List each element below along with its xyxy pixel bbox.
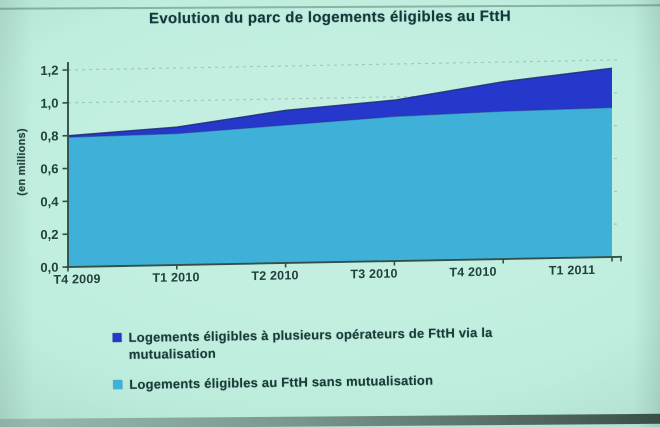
x-tick-label: T1 2011 xyxy=(549,263,596,278)
x-tick-label: T2 2010 xyxy=(251,268,298,283)
y-tick-label: 0,8 xyxy=(40,128,58,143)
legend-swatch-light-blue xyxy=(113,380,123,390)
y-tick-label: 0,2 xyxy=(40,227,58,242)
series-top-line xyxy=(67,67,613,137)
x-tick-label: T4 2009 xyxy=(53,272,100,287)
y-tick-label: 0,6 xyxy=(40,161,58,176)
x-tick-label: T3 2010 xyxy=(350,266,397,281)
gridline xyxy=(68,59,621,71)
y-tick-label: 0,0 xyxy=(40,260,58,275)
area-sans-mutualisation xyxy=(68,107,612,267)
legend-item-mutualisation: Logements éligibles à plusieurs opérateu… xyxy=(112,323,564,363)
x-axis-line xyxy=(66,255,622,268)
x-tick-label: T1 2010 xyxy=(152,270,199,285)
legend-label: Logements éligibles à plusieurs opérateu… xyxy=(128,324,493,362)
legend-label: Logements éligibles au FttH sans mutuali… xyxy=(129,372,434,392)
y-tick-label: 1,0 xyxy=(40,96,58,111)
y-tick-label: 0,4 xyxy=(40,194,59,209)
gridline xyxy=(68,92,621,104)
chart-legend: Logements éligibles à plusieurs opérateu… xyxy=(112,323,565,406)
legend-swatch-dark-blue xyxy=(112,333,122,343)
x-tick-label: T4 2010 xyxy=(449,265,496,280)
y-tick-label: 1,2 xyxy=(40,63,58,78)
legend-item-sans-mutualisation: Logements éligibles au FttH sans mutuali… xyxy=(113,370,565,393)
series-boundary-line xyxy=(67,107,613,138)
